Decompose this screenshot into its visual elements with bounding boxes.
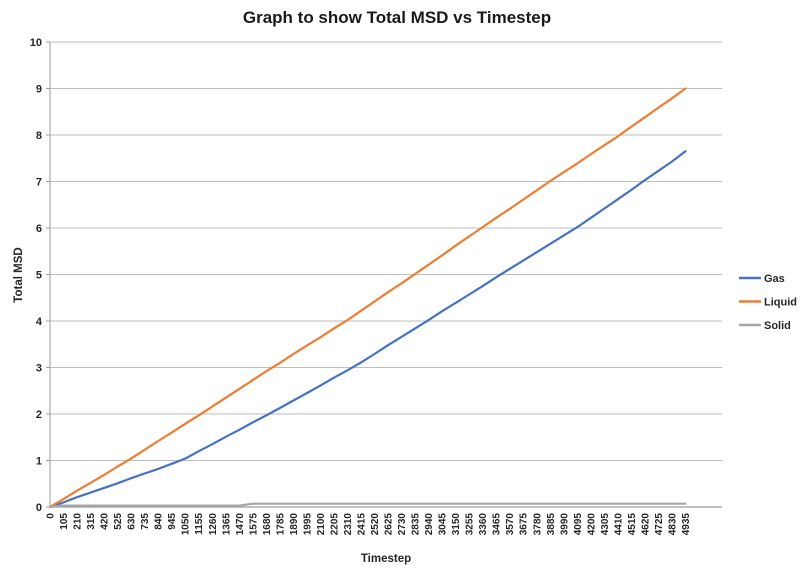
x-tick-label: 1260: [208, 513, 219, 536]
x-tick-label: 4515: [627, 513, 638, 536]
x-tick-label: 1155: [194, 513, 205, 535]
y-tick-label: 8: [36, 130, 42, 142]
x-tick-label: 1785: [275, 513, 286, 536]
y-tick-label: 5: [36, 270, 42, 282]
x-tick-label: 525: [113, 513, 124, 530]
x-tick-label: 3465: [492, 513, 503, 536]
legend-item-liquid: Liquid: [739, 297, 797, 309]
legend-item-gas: Gas: [739, 273, 785, 285]
series-line-gas: [48, 150, 687, 509]
plot-series: [48, 87, 687, 509]
x-tick-label: 1050: [181, 513, 192, 536]
x-tick-label: 2415: [356, 513, 367, 536]
x-tick-label: 1680: [262, 513, 273, 536]
x-tick-label: 4830: [667, 513, 678, 536]
y-tick-label: 1: [36, 456, 42, 468]
x-tick-label: 3675: [519, 513, 530, 536]
x-tick-label: 2100: [316, 513, 327, 536]
x-tick-label: 1575: [248, 513, 259, 536]
y-axis-labels: 0 1 2 3 4 5 6 7 8 9 10: [30, 37, 43, 514]
x-tick-label: 3885: [546, 513, 557, 536]
x-tick-label: 1890: [289, 513, 300, 536]
x-tick-label: 630: [127, 513, 138, 530]
x-tick-label: 420: [100, 513, 111, 530]
x-tick-label: 4200: [586, 513, 597, 536]
x-tick-label: 2205: [329, 513, 340, 536]
x-tick-label: 3255: [465, 513, 476, 536]
y-tick-label: 10: [30, 37, 42, 49]
legend-label: Liquid: [764, 297, 797, 309]
x-tick-label: 3570: [505, 513, 516, 536]
legend: Gas Liquid Solid: [739, 273, 797, 332]
x-tick-label: 2835: [411, 513, 422, 536]
x-tick-label: 1365: [221, 513, 232, 536]
x-tick-label: 4305: [600, 513, 611, 536]
chart-title: Graph to show Total MSD vs Timestep: [243, 8, 551, 27]
x-tick-label: 315: [86, 513, 97, 530]
y-tick-label: 9: [36, 84, 42, 96]
y-tick-label: 3: [36, 363, 42, 375]
y-tick-label: 4: [36, 316, 43, 328]
series-line-liquid: [48, 87, 687, 509]
x-axis-labels: 0 105 210 315 420 525 630 735 840 945 1050 1155 1260…: [46, 513, 693, 536]
x-tick-label: 2730: [397, 513, 408, 536]
x-tick-label: 105: [59, 513, 70, 530]
series-line-solid: [48, 502, 687, 509]
y-tick-label: 2: [36, 409, 42, 421]
x-tick-label: 3150: [451, 513, 462, 536]
x-tick-label: 945: [167, 513, 178, 530]
legend-label: Gas: [764, 273, 785, 285]
x-tick-label: 2625: [384, 513, 395, 536]
x-tick-label: 210: [73, 513, 84, 530]
x-tick-label: 1470: [235, 513, 246, 536]
x-tick-label: 2310: [343, 513, 354, 536]
x-tick-label: 840: [154, 513, 165, 530]
x-tick-label: 4620: [640, 513, 651, 536]
x-tick-label: 735: [140, 513, 151, 530]
gridlines: [50, 41, 722, 508]
x-tick-label: 2520: [370, 513, 381, 536]
x-tick-label: 4095: [573, 513, 584, 536]
y-axis-title: Total MSD: [13, 247, 25, 302]
x-axis-title: Timestep: [361, 553, 411, 565]
y-tick-label: 6: [36, 223, 42, 235]
x-tick-label: 1995: [302, 513, 313, 536]
x-tick-label: 4410: [613, 513, 624, 536]
x-tick-label: 2940: [424, 513, 435, 536]
x-tick-label: 3780: [532, 513, 543, 536]
x-tick-label: 4725: [654, 513, 665, 536]
y-tick-label: 7: [36, 177, 42, 189]
legend-item-solid: Solid: [739, 320, 791, 332]
y-tick-label: 0: [36, 502, 42, 514]
legend-label: Solid: [764, 320, 791, 332]
x-tick-label: 3990: [559, 513, 570, 536]
x-tick-label: 0: [46, 513, 57, 519]
x-tick-label: 3045: [438, 513, 449, 536]
x-tick-label: 3360: [478, 513, 489, 536]
axis-lines: [46, 41, 722, 508]
x-tick-label: 4935: [681, 513, 692, 536]
